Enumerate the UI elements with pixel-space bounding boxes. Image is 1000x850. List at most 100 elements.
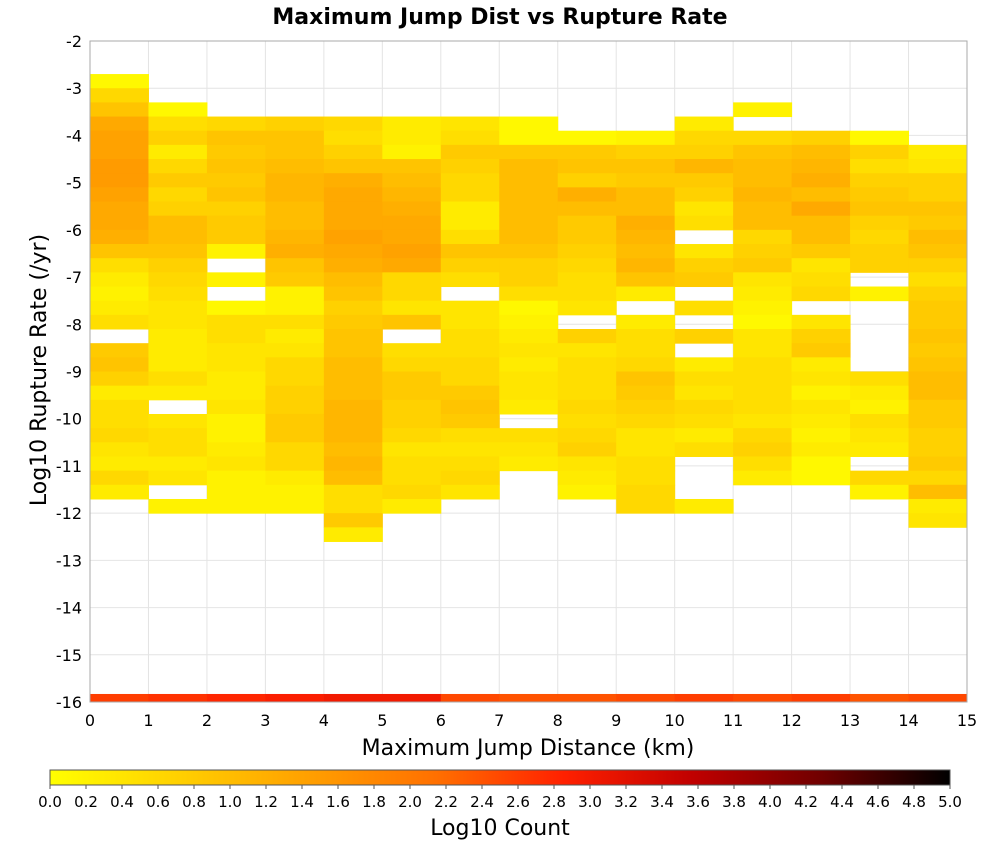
heatmap-cell: [908, 258, 968, 273]
heatmap-cell: [206, 693, 266, 702]
heatmap-cell: [148, 272, 208, 288]
heatmap-cell: [148, 258, 208, 273]
heatmap-cell: [148, 173, 208, 188]
heatmap-cell: [148, 102, 208, 118]
heatmap-cell: [90, 229, 149, 245]
heatmap-cell: [616, 693, 676, 702]
heatmap-cell: [733, 300, 793, 316]
heatmap-cell: [90, 88, 149, 103]
heatmap-cell: [265, 258, 325, 273]
heatmap-cell: [323, 498, 383, 514]
heatmap-cell: [616, 272, 676, 288]
heatmap-cell: [674, 116, 734, 132]
heatmap-cell: [265, 244, 325, 259]
heatmap-cell: [499, 385, 559, 401]
heatmap-cell: [206, 498, 266, 514]
plot-area: [89, 40, 968, 703]
heatmap-cell: [323, 130, 383, 146]
heatmap-cell: [499, 343, 559, 358]
heatmap-cell: [733, 329, 793, 344]
heatmap-cell: [674, 215, 734, 231]
heatmap-cell: [616, 399, 676, 415]
heatmap-cell: [440, 371, 500, 387]
y-tick-label: -15: [56, 646, 82, 665]
heatmap-cell: [90, 470, 149, 486]
colorbar-ticks: 0.0 0.2 0.4 0.6 0.8 1.0 1.2 1.4 1.6 1.8 2.0 2.2 2.4 2…: [38, 785, 962, 811]
heatmap-cell: [850, 215, 910, 231]
heatmap-cell: [557, 343, 617, 358]
heatmap-cell: [499, 357, 559, 372]
heatmap-cell: [557, 215, 617, 231]
heatmap-cell: [616, 456, 676, 472]
heatmap-cell: [674, 130, 734, 146]
heatmap-cell: [674, 144, 734, 160]
heatmap-cell: [791, 456, 851, 472]
heatmap-cell: [148, 187, 208, 203]
heatmap-cell: [206, 428, 266, 443]
heatmap-cell: [557, 357, 617, 372]
heatmap-cell: [265, 428, 325, 443]
heatmap-cell: [557, 442, 617, 457]
heatmap-cell: [674, 693, 734, 702]
heatmap-cell: [733, 258, 793, 273]
colorbar-tick-label: 2.0: [398, 793, 422, 811]
heatmap-cell: [499, 272, 559, 288]
heatmap-cell: [908, 286, 968, 302]
heatmap-cell: [557, 413, 617, 429]
heatmap-cell: [616, 201, 676, 217]
heatmap-cell: [791, 329, 851, 344]
heatmap-cell: [90, 116, 149, 132]
colorbar-tick-label: 2.2: [434, 793, 458, 811]
heatmap-cell: [382, 484, 442, 500]
heatmap-cell: [616, 357, 676, 372]
y-axis-label: Log10 Rupture Rate (/yr): [27, 234, 52, 506]
heatmap-cell: [206, 215, 266, 231]
heatmap-cell: [908, 693, 968, 702]
heatmap-cell: [557, 130, 617, 146]
heatmap-cell: [265, 272, 325, 288]
heatmap-cell: [499, 173, 559, 188]
x-tick-label: 5: [377, 711, 387, 730]
colorbar-tick-label: 3.8: [722, 793, 746, 811]
heatmap-cell: [265, 229, 325, 245]
colorbar-tick-label: 1.8: [362, 793, 386, 811]
heatmap-cell: [674, 329, 734, 344]
heatmap-cell: [148, 201, 208, 217]
y-tick-label: -6: [66, 221, 82, 240]
heatmap-cell: [733, 314, 793, 330]
heatmap-cell: [323, 442, 383, 457]
heatmap-cell: [557, 159, 617, 174]
heatmap-cell: [323, 329, 383, 344]
heatmap-cell: [206, 300, 266, 316]
heatmap-cell: [616, 130, 676, 146]
heatmap-cell: [616, 173, 676, 188]
heatmap-cell: [382, 130, 442, 146]
heatmap-cell: [206, 116, 266, 132]
colorbar-tick-label: 0.2: [74, 793, 98, 811]
heatmap-cell: [440, 144, 500, 160]
heatmap-cell: [148, 244, 208, 259]
heatmap-cell: [616, 314, 676, 330]
heatmap-cell: [265, 498, 325, 514]
heatmap-cell: [90, 244, 149, 259]
heatmap-cell: [382, 371, 442, 387]
heatmap-cell: [265, 442, 325, 457]
heatmap-cell: [674, 442, 734, 457]
heatmap-cell: [323, 413, 383, 429]
colorbar-tick-label: 5.0: [938, 793, 962, 811]
heatmap-cell: [440, 456, 500, 472]
heatmap-cell: [382, 428, 442, 443]
heatmap-cell: [616, 258, 676, 273]
heatmap-cell: [206, 130, 266, 146]
heatmap-cell: [674, 173, 734, 188]
heatmap-cell: [733, 159, 793, 174]
heatmap-cell: [557, 229, 617, 245]
heatmap-cell: [382, 144, 442, 160]
heatmap-cell: [616, 484, 676, 500]
heatmap-cell: [323, 116, 383, 132]
heatmap-cell: [90, 314, 149, 330]
heatmap-cell: [616, 385, 676, 401]
heatmap-cell: [908, 371, 968, 387]
y-tick-label: -16: [56, 693, 82, 712]
heatmap-cell: [148, 159, 208, 174]
